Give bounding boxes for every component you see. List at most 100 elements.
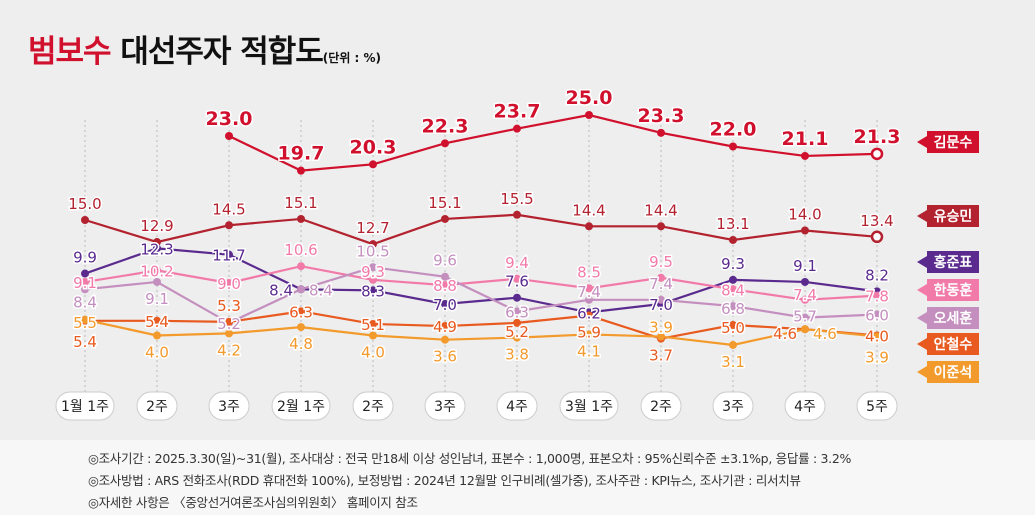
x-tick-box xyxy=(136,391,178,421)
data-label: 3.6 xyxy=(433,348,457,366)
data-point xyxy=(513,333,521,342)
legend-tag xyxy=(927,279,979,301)
data-label: 9.3 xyxy=(721,255,745,273)
data-point xyxy=(657,222,665,231)
data-point xyxy=(585,311,593,320)
data-point xyxy=(513,293,521,302)
data-point xyxy=(153,316,161,325)
data-label: 13.1 xyxy=(716,215,749,233)
data-label: 9.1 xyxy=(73,274,97,292)
data-label: 4.9 xyxy=(433,318,457,336)
data-label: 9.0 xyxy=(217,275,241,293)
chart-title: 범보수 대선주자 적합도(단위 : %) xyxy=(28,26,381,71)
data-label: 9.1 xyxy=(145,290,169,308)
data-point xyxy=(297,285,305,294)
data-label: 4.0 xyxy=(865,328,889,346)
data-label: 3.1 xyxy=(721,353,745,371)
data-label: 14.5 xyxy=(212,200,245,218)
data-label: 19.7 xyxy=(278,143,325,165)
data-point xyxy=(153,238,161,247)
x-tick-label: 1월 1주 xyxy=(61,399,109,415)
series-line-유승민 xyxy=(84,213,878,246)
data-label: 5.4 xyxy=(73,333,97,351)
data-point xyxy=(513,318,521,327)
data-label: 10.5 xyxy=(356,242,389,260)
data-point xyxy=(513,307,521,316)
data-point xyxy=(729,142,737,151)
data-point xyxy=(873,310,881,319)
data-label: 23.7 xyxy=(494,101,541,123)
data-point xyxy=(369,319,377,328)
x-tick-box xyxy=(271,391,331,421)
data-point xyxy=(870,230,884,244)
x-tick-label: 2주 xyxy=(146,399,168,415)
data-label: 8.2 xyxy=(865,266,889,284)
data-label: 5.7 xyxy=(793,308,817,326)
data-point xyxy=(153,277,161,286)
data-label: 7.0 xyxy=(433,296,457,314)
legend-pointer xyxy=(917,136,927,148)
data-point xyxy=(369,240,377,249)
data-point xyxy=(873,332,881,341)
data-label: 9.4 xyxy=(505,254,529,272)
data-point xyxy=(441,272,449,281)
x-tick-label: 2주 xyxy=(362,399,384,415)
x-tick-box xyxy=(712,391,754,421)
data-label: 5.9 xyxy=(577,324,601,342)
data-label: 10.6 xyxy=(284,241,317,259)
data-point xyxy=(657,332,665,341)
data-point xyxy=(297,262,305,271)
x-tick-label: 3주 xyxy=(434,399,456,415)
data-label: 4.8 xyxy=(289,335,313,353)
data-point xyxy=(513,274,521,283)
data-label: 9.3 xyxy=(361,263,385,281)
data-point xyxy=(369,263,377,272)
data-label: 12.7 xyxy=(356,219,389,237)
data-point xyxy=(801,313,809,322)
x-tick-box xyxy=(352,391,394,421)
footer-note: ◎조사방법 : ARS 전화조사(RDD 휴대전화 100%), 보정방법 : … xyxy=(88,473,801,488)
data-label: 14.0 xyxy=(788,206,821,224)
data-label: 25.0 xyxy=(566,87,613,109)
data-point xyxy=(225,250,233,259)
data-label: 8.4 xyxy=(269,281,293,299)
data-point xyxy=(297,323,305,332)
data-point xyxy=(81,315,89,324)
data-label: 14.4 xyxy=(572,201,605,219)
data-point xyxy=(801,226,809,235)
data-label: 5.1 xyxy=(361,316,385,334)
data-label: 20.3 xyxy=(350,136,397,158)
data-label: 5.2 xyxy=(217,315,241,333)
data-point xyxy=(81,269,89,278)
data-label: 23.0 xyxy=(206,108,253,130)
data-label: 3.9 xyxy=(649,319,673,337)
series-line-김문수 xyxy=(228,113,878,172)
legend-pointer xyxy=(917,366,927,378)
x-tick-label: 3주 xyxy=(218,399,240,415)
x-tick-label: 4주 xyxy=(506,399,528,415)
data-point xyxy=(729,321,737,329)
data-point xyxy=(369,286,377,295)
legend-label: 김문수 xyxy=(934,134,973,151)
data-label: 10.2 xyxy=(140,262,173,280)
data-label: 15.1 xyxy=(284,194,317,212)
data-label: 4.1 xyxy=(577,342,601,360)
legend-tag xyxy=(927,251,979,273)
data-label: 7.4 xyxy=(649,275,673,293)
x-tick-label: 3주 xyxy=(722,399,744,415)
data-label: 8.4 xyxy=(309,281,333,299)
data-label: 5.0 xyxy=(721,319,745,337)
data-point xyxy=(729,235,737,244)
legend-pointer xyxy=(917,256,927,268)
x-tick-label: 3월 1주 xyxy=(565,399,613,415)
data-point xyxy=(441,139,449,148)
data-point xyxy=(441,322,449,331)
legend-label: 한동훈 xyxy=(934,282,973,299)
data-point xyxy=(801,277,809,286)
x-tick-box xyxy=(856,391,898,421)
data-point xyxy=(657,295,665,304)
line-chart: 1월 1주 2주 3주 2월 1주 2주 3주 4주 3월 1주 2주 3주 4주 5주 23.0 19.… xyxy=(55,86,979,421)
legend-tag xyxy=(927,307,979,329)
x-tick-box xyxy=(208,391,250,421)
data-point xyxy=(441,281,449,290)
